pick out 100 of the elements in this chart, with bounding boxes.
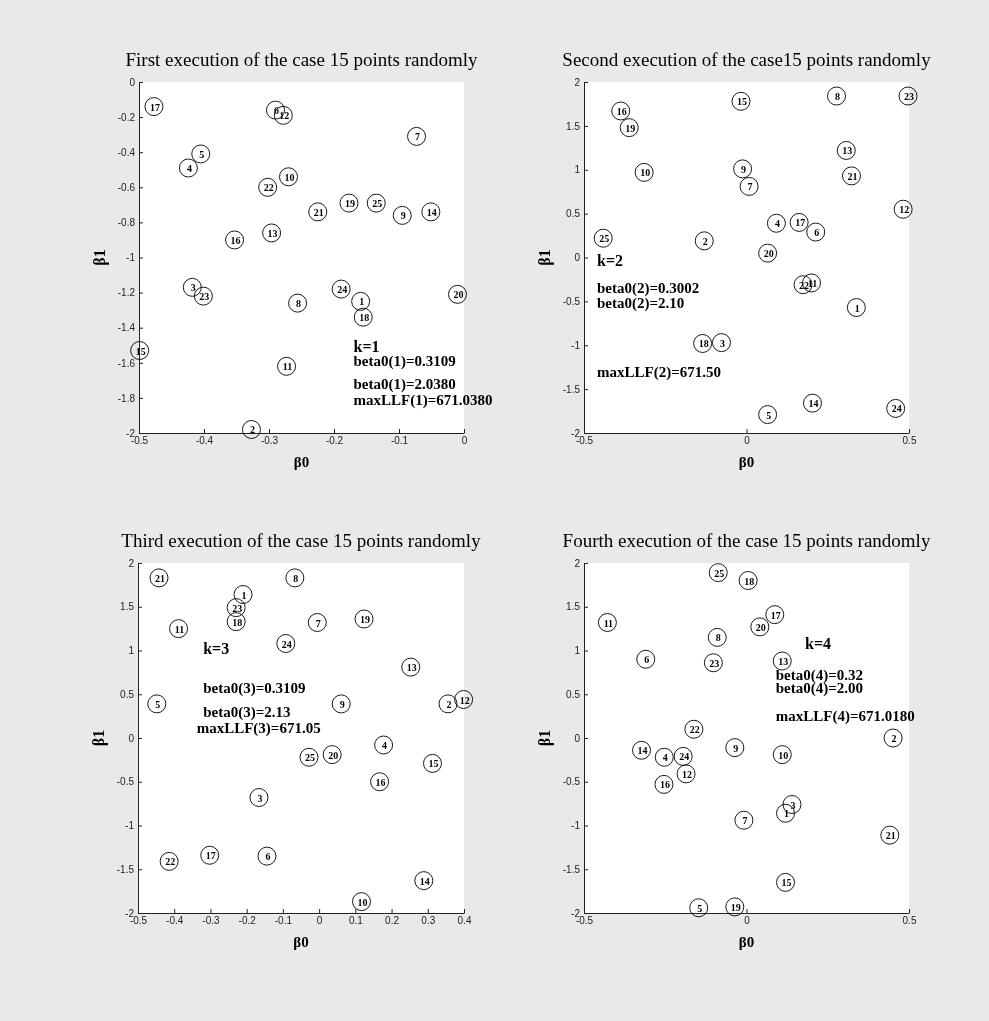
point: [392, 205, 412, 225]
y-tick-label: -1.5: [116, 863, 135, 875]
x-tick-label: -0.4: [166, 915, 184, 927]
annotation: 13: [778, 656, 789, 667]
y-tick-label: 2: [128, 557, 135, 569]
y-tick-label: 1: [574, 645, 581, 657]
annotation: 16: [230, 234, 241, 246]
annotation: 2: [446, 698, 452, 710]
chart-title: Third execution of the case 15 points randomly: [121, 530, 482, 551]
annotation: 25: [372, 198, 383, 210]
annotation: 24: [337, 284, 348, 296]
annotation: 10: [284, 171, 295, 183]
annotation: 16: [375, 776, 386, 788]
annotation: 14: [637, 745, 648, 757]
y-tick-label: 1.5: [566, 120, 581, 132]
point: [147, 694, 167, 714]
annotation: 18: [698, 338, 709, 350]
y-tick-label: -1.4: [117, 322, 136, 334]
annotation: 17: [795, 217, 806, 229]
y-tick-label: 0.5: [566, 688, 581, 700]
y-tick-label: -0.4: [117, 146, 136, 158]
x-tick-label: 0: [744, 915, 751, 927]
y-tick-label: 1.5: [120, 601, 135, 613]
annotation: 24: [891, 403, 902, 415]
annotation: 3: [790, 799, 796, 811]
annotation: 12: [899, 204, 910, 216]
annotation: 10: [640, 167, 651, 179]
y-tick-label: 0: [574, 252, 581, 264]
chart-title: First execution of the case 15 points randomly: [125, 49, 478, 70]
x-axis-title: β0: [293, 454, 310, 470]
annotation: 25: [304, 752, 315, 764]
y-axis-title: β1: [536, 249, 554, 266]
point: [233, 585, 253, 604]
annotation: 9: [339, 698, 345, 710]
point: [331, 694, 351, 714]
x-axis-title: β0: [738, 934, 755, 950]
y-tick-label: -1.2: [117, 287, 136, 299]
y-tick-label: 1.5: [566, 601, 581, 613]
annotation: 8: [715, 632, 721, 644]
x-tick-label: 0.1: [348, 915, 364, 927]
point: [636, 649, 656, 669]
y-tick-label: 2: [574, 76, 581, 88]
annotation: k=3: [203, 640, 230, 657]
x-tick-label: 0: [316, 915, 323, 927]
y-tick-label: -1: [125, 820, 135, 832]
annotation: 23: [904, 91, 915, 103]
annotation: 15: [781, 877, 792, 889]
annotation: 25: [714, 567, 725, 579]
point: [285, 568, 305, 588]
annotation: 10: [357, 896, 368, 908]
annotation: 20: [755, 621, 766, 633]
x-tick-label: -0.2: [238, 915, 257, 927]
annotation: beta0(3)=2.13: [203, 704, 291, 721]
y-tick-label: -0.5: [562, 776, 581, 788]
annotation: maxLLF(1)=671.0380: [353, 391, 493, 409]
y-tick-label: -1: [571, 339, 581, 351]
annotation: 19: [730, 901, 741, 913]
annotation: maxLLF(4)=671.0180: [775, 707, 915, 725]
y-tick-label: 1: [574, 164, 581, 176]
y-tick-label: 0.5: [566, 208, 581, 220]
x-tick-label: 0.4: [457, 915, 472, 927]
x-tick-label: -0.1: [274, 915, 293, 927]
annotation: 2: [249, 424, 255, 436]
x-tick-label: -0.4: [195, 435, 214, 447]
y-axis-title: β1: [90, 729, 108, 747]
annotation: beta0(2)=0.3002: [597, 279, 700, 297]
x-tick-label: 0.2: [385, 915, 400, 927]
point: [407, 126, 426, 146]
annotation: beta0(1)=2.0380: [353, 376, 456, 394]
point: [739, 176, 759, 196]
y-tick-label: 0: [129, 76, 136, 88]
y-axis-title: β1: [536, 729, 554, 747]
annotation: k=2: [597, 252, 624, 270]
annotation: 24: [281, 638, 292, 650]
point: [707, 627, 727, 647]
annotation: k=1: [353, 338, 380, 356]
chart-title: Fourth execution of the case 15 points randomly: [562, 530, 931, 551]
annotation: 1: [359, 296, 365, 308]
annotation: 10: [778, 749, 789, 761]
point: [883, 728, 903, 748]
x-tick-label: -0.3: [202, 915, 220, 927]
x-tick-label: 0: [461, 435, 468, 447]
y-tick-label: 0.5: [120, 688, 135, 700]
annotation: 7: [415, 131, 421, 143]
annotation: 13: [842, 145, 853, 157]
annotation: 12: [682, 768, 693, 780]
annotation: 2: [891, 733, 897, 744]
annotation: 19: [360, 614, 371, 625]
y-tick-label: -0.5: [562, 296, 581, 308]
annotation: 25: [599, 233, 610, 245]
annotation: 21: [847, 170, 858, 182]
annotation: 14: [426, 206, 437, 218]
annotation: maxLLF(2)=671.50: [597, 363, 721, 381]
annotation: 8: [296, 298, 302, 310]
point: [846, 298, 866, 317]
point: [758, 405, 778, 424]
annotation: 19: [344, 198, 355, 210]
annotation: 9: [733, 742, 739, 754]
annotation: 5: [766, 409, 772, 421]
point: [257, 846, 277, 866]
